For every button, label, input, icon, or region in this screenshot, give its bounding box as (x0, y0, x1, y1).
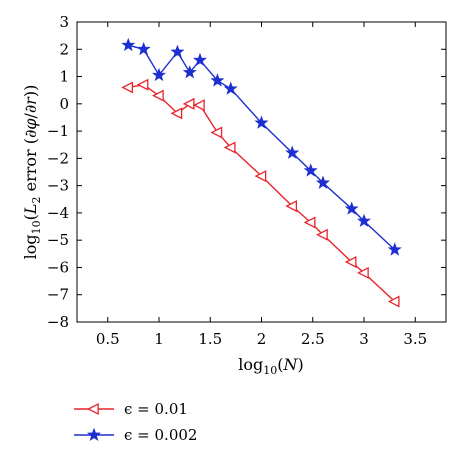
data-point-1-8 (254, 115, 269, 129)
legend-marker-0 (87, 402, 99, 416)
data-point-0-7 (223, 141, 236, 154)
data-point-1-5 (192, 52, 208, 67)
data-point-0-13 (357, 266, 369, 279)
x-tick-label: 1 (154, 330, 164, 348)
x-ticks: 0.5 1 1.5 2 2.5 3 3.5 (96, 22, 427, 348)
y-tick-label: −8 (47, 313, 69, 331)
data-point-1-0 (121, 37, 136, 52)
y-tick-label: −2 (47, 149, 69, 167)
series-layer (121, 37, 402, 308)
data-point-0-6 (210, 126, 223, 139)
data-point-0-12 (344, 255, 357, 269)
x-tick-label: 3 (359, 330, 369, 348)
legend-label-1: ϵ = 0.002 (124, 426, 197, 444)
plot-frame (76, 21, 447, 323)
data-point-0-5 (193, 99, 205, 112)
y-ticks: 3 2 1 0 −1 −2 −3 −4 −5 −6 −7 −8 (47, 13, 446, 331)
data-point-1-4 (182, 65, 197, 79)
data-point-0-4 (182, 97, 195, 110)
data-point-1-9 (285, 145, 300, 159)
legend-marker-1 (86, 427, 102, 441)
data-point-0-8 (254, 170, 267, 183)
y-tick-label: 2 (59, 40, 69, 58)
y-tick-label: 1 (59, 68, 69, 86)
y-axis-label: log10(L2 error (∂φ/∂r)) (21, 85, 43, 260)
data-point-1-2 (151, 67, 167, 82)
data-point-1-3 (170, 44, 185, 58)
legend: ϵ = 0.01 ϵ = 0.002 (74, 400, 197, 444)
y-tick-label: −5 (47, 231, 69, 249)
data-point-1-13 (356, 213, 372, 228)
y-tick-label: −6 (47, 258, 69, 276)
data-point-1-10 (303, 163, 318, 177)
data-point-0-3 (170, 107, 183, 120)
data-point-1-6 (210, 73, 225, 87)
x-axis-label: log10(N) (238, 355, 304, 377)
series-line-1 (128, 44, 396, 251)
data-point-0-0 (121, 81, 134, 94)
x-tick-label: 3.5 (403, 330, 427, 348)
y-tick-label: −1 (47, 122, 69, 140)
data-point-0-14 (387, 295, 400, 308)
data-point-1-12 (344, 201, 359, 215)
data-point-1-11 (315, 175, 331, 189)
legend-label-0: ϵ = 0.01 (124, 400, 188, 418)
y-tick-label: −3 (47, 177, 69, 195)
y-tick-label: −7 (47, 286, 69, 304)
y-tick-label: −4 (47, 204, 69, 222)
data-point-1-1 (136, 41, 151, 56)
y-tick-label: 0 (59, 95, 69, 113)
y-tick-label: 3 (59, 13, 69, 31)
data-point-0-1 (136, 78, 149, 91)
x-tick-label: 2 (257, 330, 267, 348)
data-point-0-2 (152, 89, 164, 102)
data-point-0-10 (303, 216, 316, 229)
x-tick-label: 2.5 (301, 330, 325, 348)
data-point-0-11 (316, 228, 328, 241)
data-point-0-9 (285, 200, 298, 213)
data-point-1-14 (387, 242, 402, 256)
x-tick-label: 1.5 (198, 330, 222, 348)
x-tick-label: 0.5 (96, 330, 120, 348)
data-point-1-7 (223, 81, 238, 95)
